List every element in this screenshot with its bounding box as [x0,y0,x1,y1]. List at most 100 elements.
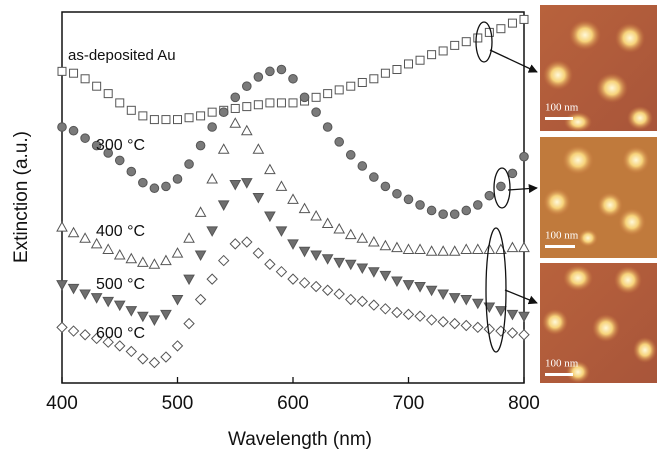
marker [90,293,103,304]
marker [125,345,138,358]
marker [310,210,322,221]
marker [506,327,519,339]
marker [138,111,148,121]
marker [252,193,265,204]
series-label: 400 °C [96,223,145,240]
marker [183,232,195,243]
marker [56,221,68,232]
marker [102,243,115,254]
marker [230,103,240,113]
marker [126,166,137,177]
marker [460,295,473,306]
marker [161,115,171,125]
marker [461,205,472,216]
marker [437,316,449,328]
marker [379,270,392,282]
scale-label: 100 nm [545,102,579,114]
x-tick-label: 500 [162,393,194,414]
marker [252,247,265,259]
marker [437,289,449,300]
marker [184,159,194,169]
marker [438,209,448,219]
marker [404,59,413,69]
marker [56,280,68,291]
marker [67,226,80,238]
marker [448,317,461,330]
series-label: 300 °C [96,137,145,154]
marker [415,55,425,65]
marker [114,155,125,166]
marker [518,311,530,323]
marker [264,211,276,223]
marker [461,37,471,47]
marker [450,40,460,50]
marker [240,124,253,136]
marker [217,143,230,154]
marker [173,115,182,125]
marker [242,81,252,91]
series-label: as-deposited Au [68,47,176,64]
marker [322,122,333,132]
marker [287,273,299,285]
marker [113,248,126,260]
marker [299,92,310,103]
marker [460,319,472,332]
marker [103,89,113,99]
marker [229,180,242,191]
marker [240,178,253,189]
marker [298,246,311,258]
marker [114,340,126,352]
marker [113,300,126,312]
marker [218,107,229,117]
marker [148,315,161,326]
marker [414,243,426,254]
plot: 400 500 600 700 800 as-deposited Au 300 °C 400 … [46,11,540,414]
marker [379,239,392,251]
marker [90,332,103,345]
marker [253,72,264,82]
marker [184,113,194,123]
marker [183,274,195,286]
x-axis-label: Wavelength (nm) [228,429,372,450]
marker [392,188,402,199]
marker [275,265,288,278]
marker [369,74,379,84]
series-label: 500 °C [96,276,145,293]
marker [425,245,438,256]
marker [473,33,483,43]
marker [427,50,437,60]
marker [321,217,334,228]
marker [391,306,403,319]
marker [345,150,356,160]
marker [471,243,484,254]
marker [507,168,518,179]
marker [206,273,218,285]
marker [333,288,345,300]
marker [311,92,321,102]
marker [357,161,368,171]
series [57,64,529,219]
marker [392,65,402,75]
marker [346,81,356,91]
marker [357,77,367,87]
marker [67,325,80,337]
x-tick-label: 400 [46,393,78,414]
marker [323,89,333,99]
marker [414,310,426,322]
marker [448,293,461,304]
marker [287,239,299,250]
marker [380,181,391,192]
marker [125,252,138,264]
marker [310,250,322,262]
marker [206,226,218,237]
marker [402,243,415,254]
marker [276,98,286,108]
marker [265,98,275,108]
marker [345,293,357,306]
marker [207,107,217,117]
marker [426,205,437,216]
marker [125,306,138,317]
marker [79,289,91,300]
marker [171,295,184,306]
